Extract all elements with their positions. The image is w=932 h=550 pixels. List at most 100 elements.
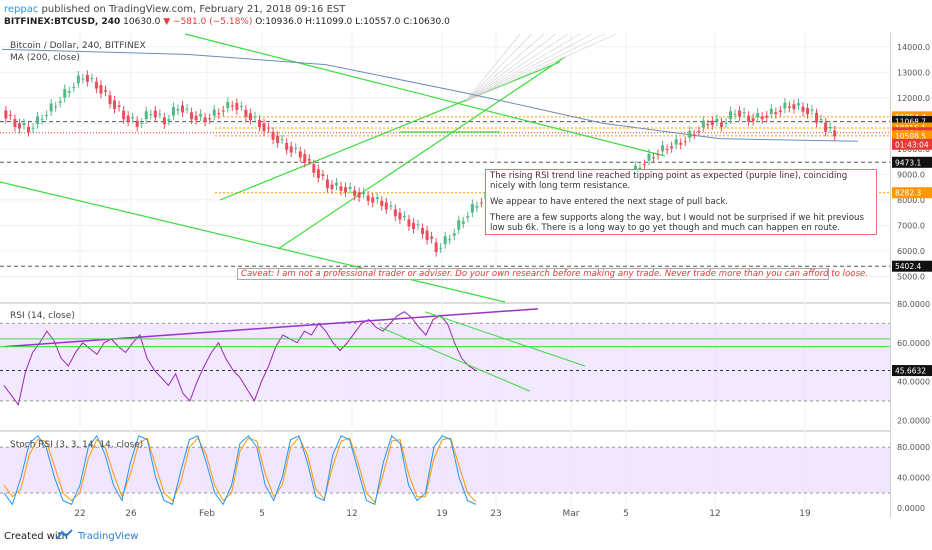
candle bbox=[679, 142, 683, 145]
candle bbox=[99, 85, 103, 94]
candle bbox=[27, 126, 31, 133]
candle bbox=[765, 115, 769, 118]
brand-name[interactable]: TradingView bbox=[78, 531, 139, 542]
candle bbox=[76, 75, 80, 84]
candle bbox=[457, 220, 461, 230]
candle bbox=[398, 212, 402, 220]
stoch-band bbox=[0, 447, 890, 493]
candle bbox=[131, 117, 135, 119]
candle bbox=[316, 169, 320, 178]
chart-canvas[interactable]: 22 26 Feb 5 12 19 23 Mar 5 12 19 bbox=[0, 32, 890, 517]
candle bbox=[85, 74, 89, 82]
rsi-trend-line bbox=[4, 308, 539, 348]
candle bbox=[13, 119, 17, 127]
candle bbox=[45, 114, 49, 116]
candle bbox=[267, 127, 271, 129]
price-tag bbox=[892, 116, 932, 128]
candle bbox=[371, 197, 375, 203]
x-tick-label: 22 bbox=[74, 509, 85, 517]
price-axis[interactable]: 5000.06000.07000.08000.09000.010000.0110… bbox=[890, 32, 932, 517]
candle bbox=[475, 206, 479, 208]
candle bbox=[49, 103, 53, 112]
price-tick-label: 6000.0 bbox=[897, 247, 925, 256]
fan-line bbox=[464, 33, 533, 103]
tradingview-logo-icon bbox=[56, 529, 73, 540]
price-tag bbox=[892, 130, 932, 142]
candle bbox=[470, 203, 474, 213]
candle bbox=[203, 117, 207, 122]
candle bbox=[697, 130, 701, 132]
candle bbox=[642, 164, 646, 166]
stoch-tick-label: 0.0000 bbox=[897, 504, 925, 513]
candle bbox=[190, 112, 194, 120]
stoch-label: Stoch RSI (3, 3, 14, 14, close) bbox=[10, 440, 144, 450]
candle bbox=[135, 120, 139, 127]
publish-line: reppac published on TradingView.com, Feb… bbox=[4, 4, 345, 15]
candle bbox=[751, 118, 755, 121]
candle bbox=[149, 114, 153, 116]
candle bbox=[339, 186, 343, 191]
note-p3: There are a few supports along the way, … bbox=[490, 213, 864, 233]
candle bbox=[307, 159, 311, 161]
candle bbox=[710, 120, 714, 126]
price-change: ▼ −581.0 (−5.18%) bbox=[163, 17, 253, 27]
candle bbox=[760, 116, 764, 120]
countdown-tag bbox=[892, 138, 932, 150]
candle bbox=[162, 117, 166, 125]
candle bbox=[54, 106, 58, 108]
ma-line bbox=[1, 48, 858, 142]
candle bbox=[706, 124, 710, 126]
candle bbox=[289, 146, 293, 153]
trend-line bbox=[184, 33, 666, 157]
candle bbox=[31, 127, 35, 129]
candle bbox=[22, 123, 26, 126]
candle bbox=[94, 81, 98, 89]
created-with: Created with bbox=[4, 531, 68, 542]
candle bbox=[733, 114, 737, 116]
candle bbox=[244, 109, 248, 117]
candle bbox=[58, 101, 62, 103]
candle bbox=[747, 115, 751, 122]
price-tick-label: 5000.0 bbox=[897, 272, 925, 281]
ma-label: MA (200, close) bbox=[10, 53, 80, 63]
price-tick-label: 7000.0 bbox=[897, 221, 925, 230]
candle bbox=[806, 108, 810, 115]
stoch-k-line bbox=[3, 434, 477, 506]
price-tag-label: 5402.4 bbox=[895, 262, 921, 271]
candle bbox=[321, 174, 325, 176]
price-tick-label: 8000.0 bbox=[897, 196, 925, 205]
candle bbox=[479, 202, 483, 204]
candle bbox=[217, 113, 221, 115]
candle bbox=[661, 145, 665, 152]
candle bbox=[122, 110, 126, 120]
candle bbox=[176, 109, 180, 111]
fan-line bbox=[464, 33, 593, 103]
candle bbox=[303, 153, 307, 163]
rsi-tick-label: 40.0000 bbox=[897, 378, 930, 387]
candle bbox=[330, 184, 334, 190]
stoch-tick-label: 40.0000 bbox=[897, 474, 930, 483]
candle bbox=[683, 141, 687, 143]
candle bbox=[325, 179, 329, 189]
x-tick-label: 19 bbox=[799, 509, 811, 517]
candle bbox=[344, 187, 348, 193]
x-tick-label: 19 bbox=[436, 509, 448, 517]
candle bbox=[17, 123, 21, 129]
main-title: Bitcoin / Dollar, 240, BITFINEX bbox=[10, 41, 146, 51]
candle bbox=[153, 110, 157, 118]
x-tick-label: Feb bbox=[199, 509, 215, 517]
caveat-note: Caveat: I am not a professional trader o… bbox=[237, 268, 868, 280]
candle bbox=[688, 130, 692, 138]
candle bbox=[81, 78, 85, 80]
candle bbox=[104, 90, 108, 92]
candle bbox=[366, 195, 370, 201]
candle bbox=[638, 167, 642, 170]
trend-line bbox=[277, 56, 566, 250]
author-link[interactable]: reppac bbox=[4, 4, 39, 15]
candle bbox=[221, 110, 225, 112]
candle bbox=[380, 200, 384, 207]
candle bbox=[40, 119, 44, 121]
candle bbox=[239, 106, 243, 108]
candle bbox=[357, 192, 361, 198]
candle bbox=[140, 122, 144, 124]
